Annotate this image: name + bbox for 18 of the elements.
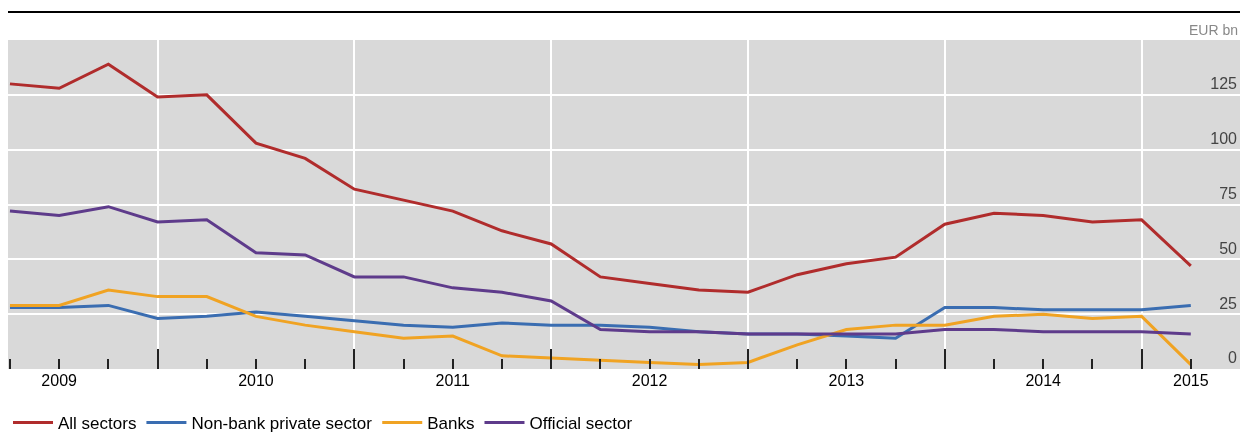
legend-label: Banks <box>427 414 475 434</box>
y-tick-label: 75 <box>1219 184 1238 202</box>
y-tick-label: 125 <box>1210 75 1238 93</box>
legend-label: All sectors <box>58 414 137 434</box>
x-tick-label: 2010 <box>238 372 274 389</box>
legend-label: Non-bank private sector <box>191 414 373 434</box>
legend-label: Official sector <box>529 414 633 434</box>
x-tick-label: 2015 <box>1173 372 1209 389</box>
x-tick-label: 2012 <box>631 372 668 389</box>
y-tick-label: 25 <box>1219 294 1238 312</box>
x-tick-label: 2014 <box>1025 372 1062 389</box>
y-tick-label: 100 <box>1210 130 1238 148</box>
y-tick-label: 0 <box>1228 349 1238 367</box>
y-axis-title: EUR bn <box>1189 22 1239 38</box>
y-tick-label: 50 <box>1219 239 1238 257</box>
x-tick-label: 2013 <box>828 372 865 389</box>
x-tick-label: 2011 <box>435 372 471 389</box>
x-tick-label: 2009 <box>41 372 78 389</box>
